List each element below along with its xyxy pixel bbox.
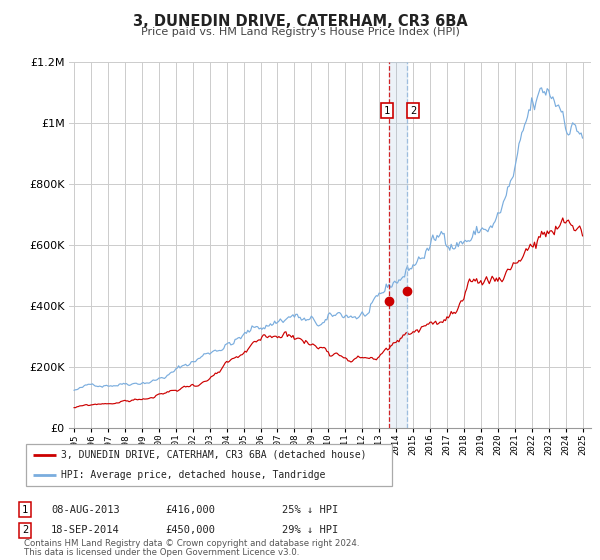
Text: Price paid vs. HM Land Registry's House Price Index (HPI): Price paid vs. HM Land Registry's House … [140,27,460,37]
Text: 1: 1 [384,105,391,115]
Text: 3, DUNEDIN DRIVE, CATERHAM, CR3 6BA (detached house): 3, DUNEDIN DRIVE, CATERHAM, CR3 6BA (det… [61,450,367,460]
Text: 1: 1 [22,505,28,515]
Text: This data is licensed under the Open Government Licence v3.0.: This data is licensed under the Open Gov… [24,548,299,557]
Text: 08-AUG-2013: 08-AUG-2013 [51,505,120,515]
Text: 25% ↓ HPI: 25% ↓ HPI [282,505,338,515]
Text: 2: 2 [22,525,28,535]
Text: Contains HM Land Registry data © Crown copyright and database right 2024.: Contains HM Land Registry data © Crown c… [24,539,359,548]
Text: HPI: Average price, detached house, Tandridge: HPI: Average price, detached house, Tand… [61,470,326,480]
Text: 29% ↓ HPI: 29% ↓ HPI [282,525,338,535]
Text: £416,000: £416,000 [165,505,215,515]
Text: 18-SEP-2014: 18-SEP-2014 [51,525,120,535]
Text: £450,000: £450,000 [165,525,215,535]
Text: 3, DUNEDIN DRIVE, CATERHAM, CR3 6BA: 3, DUNEDIN DRIVE, CATERHAM, CR3 6BA [133,14,467,29]
Bar [389,62,407,428]
Text: 2: 2 [410,105,416,115]
